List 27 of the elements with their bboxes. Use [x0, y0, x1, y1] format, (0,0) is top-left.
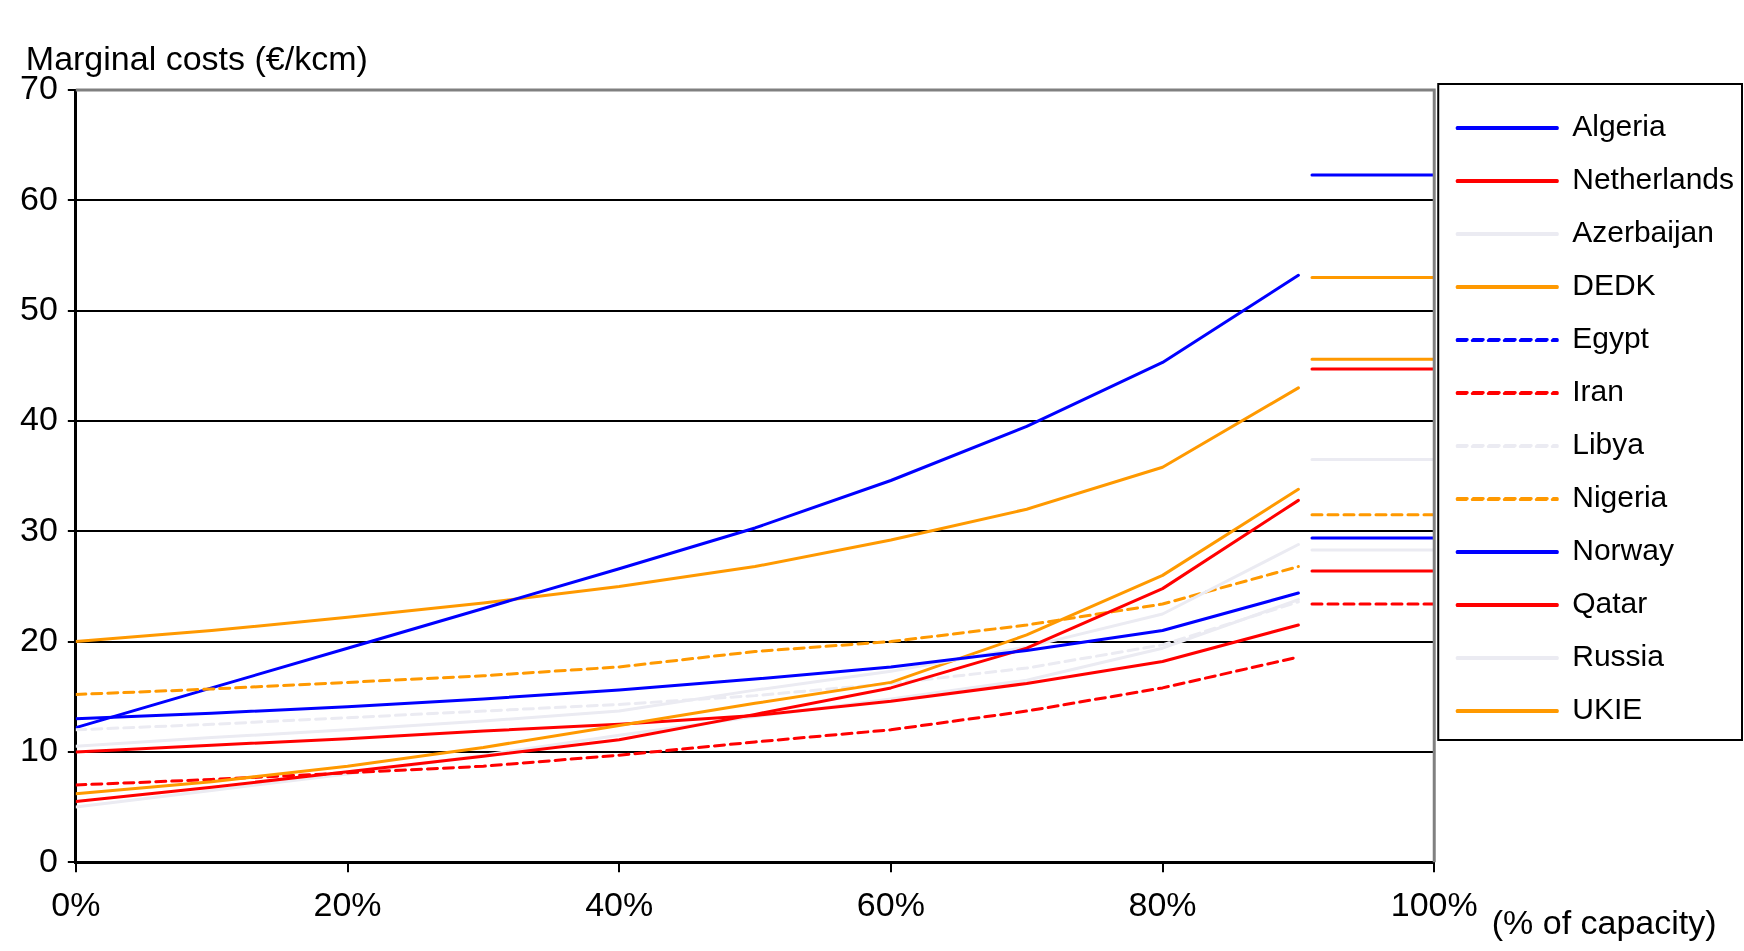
x-tick-label: 100% [1390, 884, 1478, 923]
y-tick-label: 50 [19, 289, 58, 327]
legend-label: UKIE [1572, 692, 1643, 726]
legend-label: Iran [1572, 374, 1624, 408]
legend-label: Russia [1572, 639, 1665, 673]
legend-label: Nigeria [1572, 480, 1668, 514]
legend-label: Azerbaijan [1572, 215, 1714, 249]
y-tick-label: 10 [19, 730, 58, 769]
legend-label: Norway [1572, 533, 1674, 567]
x-tick-label: 80% [1128, 884, 1197, 923]
legend-label: DEDK [1572, 268, 1656, 302]
y-tick-label: 60 [19, 178, 58, 217]
legend-label: Netherlands [1572, 162, 1734, 196]
x-axis-title: (% of capacity) [1491, 903, 1717, 942]
legend-label: Libya [1572, 427, 1645, 461]
x-tick-label: 60% [856, 884, 925, 923]
x-tick-label: 0% [51, 884, 101, 923]
legend-label: Algeria [1572, 109, 1666, 143]
y-axis-title: Marginal costs (€/kcm) [25, 39, 368, 77]
y-tick-label: 30 [19, 509, 58, 548]
legend-label: Qatar [1572, 586, 1648, 620]
x-tick-label: 40% [585, 884, 654, 923]
y-tick-label: 0 [38, 840, 58, 879]
legend-label: Egypt [1572, 321, 1650, 355]
y-tick-label: 40 [19, 399, 58, 438]
x-tick-label: 20% [313, 884, 382, 923]
y-tick-label: 20 [19, 619, 58, 658]
